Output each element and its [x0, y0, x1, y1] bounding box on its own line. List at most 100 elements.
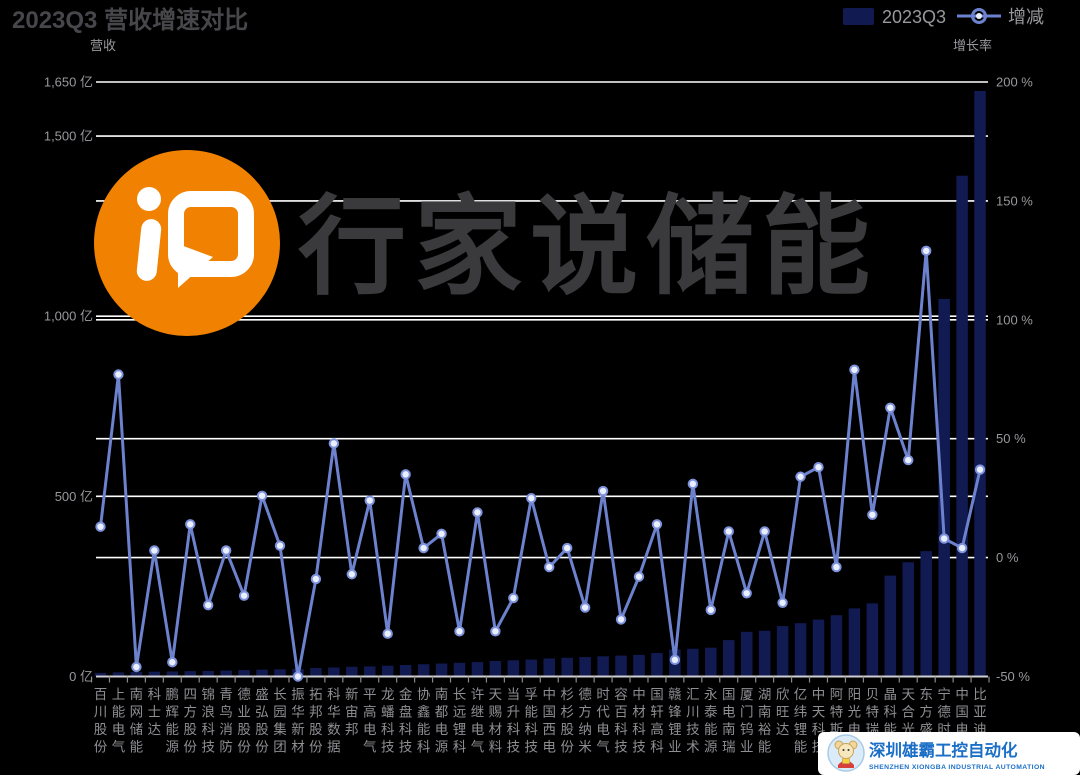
right-tick-label: 150 %	[996, 193, 1033, 208]
growth-point-容百科技	[615, 614, 627, 625]
bar-容百科技	[615, 655, 627, 677]
x-label-贝特瑞: 贝特瑞	[866, 687, 880, 737]
growth-point-宁德时代	[938, 533, 950, 544]
bar-亿纬锂能	[794, 623, 807, 677]
x-label-德业股份: 德业股份	[237, 687, 251, 755]
vendor-card-bg	[818, 732, 1080, 775]
growth-point-亿纬锂能	[795, 471, 806, 482]
x-label-青鸟消防: 青鸟消防	[219, 687, 233, 755]
growth-point-科士达	[149, 545, 160, 556]
x-label-南网储能: 南网储能	[130, 687, 144, 755]
x-label-四方股份: 四方股份	[184, 687, 198, 755]
x-label-新宙邦: 新宙邦	[345, 687, 359, 737]
growth-point-赣锋锂业	[669, 654, 681, 666]
bar-百川股份	[94, 672, 107, 677]
x-label-平高电气: 平高电气	[363, 687, 377, 755]
growth-point-金盘科技	[400, 469, 411, 480]
bar-孚能科技	[525, 659, 538, 677]
vendor-name-en: SHENZHEN XIONGBA INDUSTRIAL AUTOMATION	[869, 764, 1045, 771]
growth-point-新宙邦	[346, 569, 357, 580]
growth-point-杉杉股份	[562, 542, 573, 554]
vendor-name-cn: 深圳雄霸工控自动化	[869, 740, 1018, 760]
bar-国电南瑞	[723, 640, 735, 677]
bar-德方纳米	[579, 657, 591, 677]
growth-point-东方盛虹	[921, 245, 932, 257]
x-label-科华数据: 科华数据	[327, 687, 341, 755]
bar-杉杉股份	[561, 657, 573, 677]
bar-晶科能源	[884, 575, 897, 677]
growth-point-振华新材	[292, 671, 304, 682]
gridlines	[96, 81, 988, 559]
bar-龙蟠科技	[381, 665, 394, 677]
growth-point-孚能科技	[526, 492, 537, 504]
left-axis-title: 营收	[90, 38, 116, 53]
bar-上能电气	[112, 672, 125, 677]
bar-中材科技	[633, 654, 645, 677]
growth-point-中国电建	[956, 542, 968, 554]
growth-point-拓邦股份	[310, 573, 322, 585]
growth-line	[99, 249, 982, 678]
page-title: 2023Q3 营收增速对比	[12, 6, 248, 34]
x-label-厦门钨业: 厦门钨业	[740, 687, 754, 755]
logo-stem	[136, 219, 162, 281]
growth-point-当升科技	[508, 592, 519, 604]
bar-宁德时代	[938, 298, 950, 677]
x-label-孚能科技: 孚能科技	[525, 687, 539, 755]
growth-point-欣旺达	[777, 597, 788, 608]
x-label-龙蟠科技: 龙蟠科技	[381, 687, 395, 755]
growth-point-时代电气	[597, 485, 609, 497]
right-tick-label: 100 %	[996, 312, 1033, 327]
bar-阿特斯	[830, 615, 843, 677]
growth-point-百川股份	[95, 521, 106, 532]
bar-东方盛虹	[920, 551, 932, 677]
x-label-科士达: 科士达	[148, 687, 162, 737]
x-label-德方纳米: 德方纳米	[578, 687, 592, 755]
left-tick-label: 1,500 亿	[44, 129, 93, 144]
bar-盛弘股份	[256, 669, 268, 677]
bar-中国西电	[543, 658, 555, 677]
bar-阳光电源	[848, 608, 861, 677]
watermark-brand-text: 行家说储能	[298, 186, 878, 307]
x-label-赣锋锂业: 赣锋锂业	[668, 687, 682, 755]
bar-青鸟消防	[220, 670, 232, 677]
growth-point-青鸟消防	[220, 545, 232, 556]
x-label-南都电源: 南都电源	[435, 687, 449, 755]
x-label-上能电气: 上能电气	[112, 687, 126, 755]
growth-point-天合光能	[903, 454, 914, 466]
logo-dot	[137, 187, 161, 211]
x-category-labels: 百川股份上能电气南网储能科士达鹏辉能源四方股份锦浪科技青鸟消防德业股份盛弘股份长…	[94, 686, 987, 755]
left-tick-label: 1,000 亿	[44, 309, 93, 324]
bar-中天科技	[812, 619, 825, 677]
growth-point-贝特瑞	[867, 509, 878, 520]
bar-平高电气	[364, 666, 376, 677]
growth-point-厦门钨业	[741, 588, 752, 599]
x-label-欣旺达: 欣旺达	[776, 687, 790, 737]
growth-point-科华数据	[328, 438, 340, 449]
bar-贝特瑞	[866, 603, 879, 677]
x-label-汇川技术: 汇川技术	[686, 687, 700, 755]
growth-point-汇川技术	[687, 478, 699, 490]
x-label-国轩高科: 国轩高科	[650, 687, 664, 755]
x-label-锦浪科技: 锦浪科技	[201, 687, 215, 755]
bar-金盘科技	[399, 664, 412, 677]
bar-德业股份	[238, 670, 250, 677]
growth-point-南网储能	[131, 661, 142, 673]
bar-鹏辉能源	[166, 671, 179, 677]
growth-point-长远锂科	[454, 626, 465, 637]
growth-point-永泰能源	[705, 604, 716, 616]
line-series	[95, 245, 986, 682]
left-tick-label: 500 亿	[55, 489, 93, 504]
x-label-时代电气: 时代电气	[596, 687, 610, 755]
bar-四方股份	[184, 671, 196, 677]
legend-bar-label: 2023Q3	[882, 7, 946, 27]
growth-point-晶科能源	[885, 402, 896, 413]
bar-长园集团	[274, 669, 286, 677]
vendor-logo-card: 深圳雄霸工控自动化 SHENZHEN XIONGBA INDUSTRIAL AU…	[818, 732, 1080, 775]
bar-永泰能源	[705, 647, 717, 677]
growth-point-国电南瑞	[723, 526, 734, 537]
legend-bar-swatch-icon	[843, 8, 874, 25]
x-label-亿纬锂能: 亿纬锂能	[794, 687, 808, 755]
x-label-金盘科技: 金盘科技	[399, 687, 413, 755]
